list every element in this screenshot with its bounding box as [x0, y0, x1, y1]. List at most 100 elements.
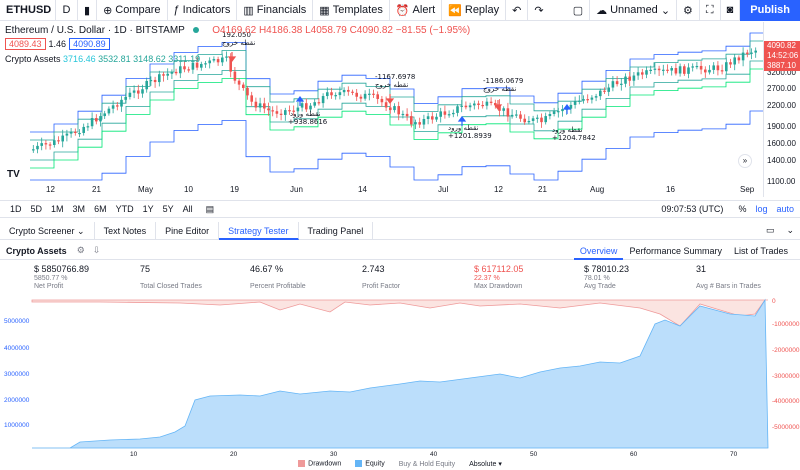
stat-percent: 78.01 % [584, 275, 610, 282]
candle-body [267, 108, 270, 111]
candle-body [32, 149, 35, 151]
templates-button[interactable]: ▦ Templates [313, 0, 390, 21]
interval-selector[interactable]: D [56, 0, 78, 21]
candle-body [170, 71, 174, 74]
fullscreen-button[interactable]: ⛶ [700, 0, 721, 21]
indicator-band [30, 60, 763, 161]
timeframe-5y[interactable]: 5Y [162, 204, 174, 214]
timeframe-3m[interactable]: 3M [72, 204, 86, 214]
tab-strategy-tester[interactable]: Strategy Tester [219, 221, 299, 240]
candle-body [36, 145, 39, 150]
tab-crypto-screener[interactable]: Crypto Screener ⌄ [0, 221, 95, 240]
maximize-panel-icon[interactable]: ▭ [765, 225, 775, 235]
date-range-icon[interactable]: ▤ [205, 203, 215, 214]
tab-pine-editor[interactable]: Pine Editor [156, 221, 220, 240]
candle-body [44, 143, 48, 145]
indicator-value: 3716.46 [63, 54, 96, 64]
absolute-dropdown[interactable]: Absolute ▾ [469, 460, 502, 468]
time-label: Jun [290, 185, 303, 194]
candle-body [683, 66, 686, 74]
stat-value: $ 78010.23 [584, 264, 630, 274]
strategy-name[interactable]: Crypto Assets [6, 245, 67, 256]
main-chart[interactable]: 192.050 نقطه خروج نقطه ورود +938.8616 -1167.… [0, 22, 800, 197]
candle-body [250, 95, 253, 102]
candle-body [61, 135, 64, 142]
candle-body [229, 56, 232, 72]
compare-button[interactable]: ⊕ Compare [97, 0, 168, 21]
gear-icon[interactable]: ⚙ [76, 245, 85, 255]
tab-text-notes[interactable]: Text Notes [95, 221, 157, 240]
symbol-search[interactable]: ETHUSD [0, 0, 56, 21]
legend-equity[interactable]: Equity [355, 460, 385, 468]
stat-value: 75 [140, 264, 151, 274]
equity-left-label: 3000000 [4, 371, 30, 378]
candle-body [653, 68, 657, 70]
equity-x-label: 30 [330, 451, 338, 456]
timeframe-1m[interactable]: 1M [51, 204, 64, 214]
indicator-legend[interactable]: Crypto Assets 3716.46 3532.81 3148.62 33… [5, 54, 200, 64]
equity-right-label: -2000000 [772, 347, 800, 354]
candle-body [137, 90, 140, 94]
candle-body [746, 52, 749, 54]
replay-button[interactable]: ⏪ Replay [442, 0, 507, 21]
report-tab-performance[interactable]: Performance Summary [629, 245, 722, 256]
indicators-button[interactable]: ƒ Indicators [168, 0, 238, 21]
timeframe-5d[interactable]: 5D [30, 204, 43, 214]
bar-style-button[interactable]: ▮ [78, 0, 98, 21]
snapshot-button[interactable]: ◙ [721, 0, 741, 21]
candle-body [317, 102, 321, 104]
timeframe-6m[interactable]: 6M [94, 204, 107, 214]
settings-button[interactable]: ⚙ [677, 0, 700, 21]
collapse-panel-icon[interactable]: ⌄ [786, 225, 794, 235]
bid-price[interactable]: 4089.43 [5, 38, 46, 50]
timeframe-1d[interactable]: 1D [10, 204, 22, 214]
financials-button[interactable]: ▥ Financials [237, 0, 314, 21]
stat-label: Percent Profitable [250, 283, 306, 290]
scroll-to-realtime-button[interactable]: » [738, 154, 752, 168]
candle-body [603, 90, 606, 92]
legend-drawdown[interactable]: Drawdown [298, 460, 341, 468]
candle-body [288, 110, 291, 112]
price-axis[interactable]: 3200.00 2700.00 2200.00 1900.00 1600.00 … [763, 22, 800, 197]
candle-body [729, 62, 732, 65]
candle-body [300, 103, 304, 108]
equity-chart[interactable]: 5000000 4000000 3000000 2000000 1000000 0 -100… [0, 296, 800, 458]
time-axis[interactable]: 12 21 May 10 19 Jun 14 Jul 12 21 Aug 16 … [0, 183, 763, 197]
price-label: 2700.00 [767, 84, 796, 93]
redo-button[interactable]: ↷ [528, 0, 549, 21]
candle-body [389, 107, 392, 111]
candle-body [716, 65, 720, 71]
timeframe-all[interactable]: All [182, 204, 193, 214]
legend-buyhold[interactable]: Buy & Hold Equity [398, 460, 456, 468]
publish-button[interactable]: Publish [740, 0, 800, 21]
candle-body [69, 131, 73, 134]
timeframe-1y[interactable]: 1Y [142, 204, 154, 214]
fullscreen-toggle[interactable]: ▢ [567, 0, 591, 21]
stat-label: Avg # Bars in Trades [696, 283, 761, 290]
log-scale-toggle[interactable]: log [755, 204, 768, 214]
alert-button[interactable]: ⏰ Alert [390, 0, 443, 21]
tab-trading-panel[interactable]: Trading Panel [299, 221, 374, 240]
candle-body [712, 65, 715, 70]
candle-body [536, 117, 539, 119]
layout-menu[interactable]: ☁ Unnamed ⌄ [590, 0, 678, 21]
candle-body [254, 101, 258, 108]
candle-body [191, 62, 195, 70]
percent-scale-toggle[interactable]: % [738, 204, 747, 214]
candle-body [82, 126, 85, 133]
timeframe-ytd[interactable]: YTD [115, 204, 134, 214]
undo-button[interactable]: ↶ [506, 0, 529, 21]
report-tab-overview[interactable]: Overview [573, 242, 624, 260]
candle-body [548, 113, 552, 117]
utc-clock[interactable]: 09:07:53 (UTC) [661, 204, 724, 214]
candle-body [557, 111, 560, 113]
auto-scale-toggle[interactable]: auto [776, 204, 794, 214]
export-icon[interactable]: ⇩ [92, 245, 101, 255]
candle-body [326, 92, 329, 97]
report-tab-trades[interactable]: List of Trades [733, 245, 788, 256]
candle-body [641, 72, 644, 75]
candle-body [330, 92, 333, 96]
ask-price[interactable]: 4090.89 [69, 38, 110, 50]
alarm-icon: ⏰ [395, 4, 410, 17]
